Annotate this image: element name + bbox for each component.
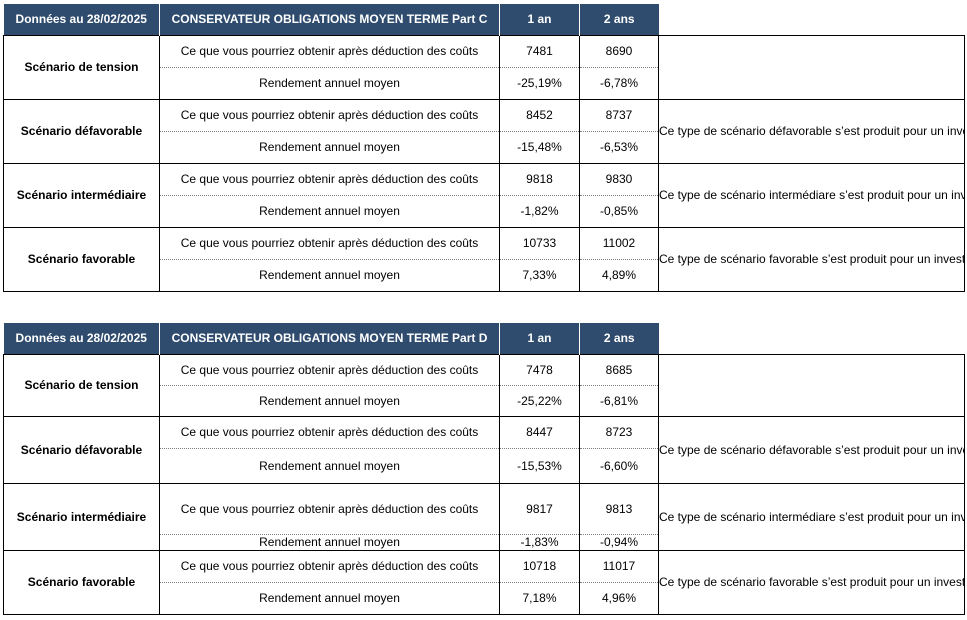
value-2-ans: 4,89% xyxy=(579,259,659,292)
scenario-description: Ce type de scénario favorable s’est prod… xyxy=(658,227,965,292)
table-header-row: Données au 28/02/2025 CONSERVATEUR OBLIG… xyxy=(3,323,965,354)
table-row: Rendement annuel moyen -15,48% -6,53% xyxy=(4,131,965,164)
table-header-row: Données au 28/02/2025 CONSERVATEUR OBLIG… xyxy=(3,4,965,35)
scenario-name: Scénario favorable xyxy=(3,550,160,615)
row-label-cost: Ce que vous pourriez obtenir après déduc… xyxy=(159,227,500,260)
value-2-ans: -6,78% xyxy=(579,67,659,100)
header-fund-name: CONSERVATEUR OBLIGATIONS MOYEN TERME Par… xyxy=(159,4,500,35)
row-label-return: Rendement annuel moyen xyxy=(159,385,500,417)
performance-table-part-d: Données au 28/02/2025 CONSERVATEUR OBLIG… xyxy=(3,323,965,615)
header-1-an: 1 an xyxy=(499,323,580,354)
value-2-ans: -0,85% xyxy=(579,195,659,228)
value-1-an: 9817 xyxy=(499,483,580,535)
value-2-ans: 9830 xyxy=(579,163,659,196)
value-2-ans: 8690 xyxy=(579,34,659,68)
value-1-an: 7481 xyxy=(499,34,580,68)
header-2-ans: 2 ans xyxy=(579,323,659,354)
table-row: Rendement annuel moyen 7,18% 4,96% xyxy=(4,582,965,615)
row-label-cost: Ce que vous pourriez obtenir après déduc… xyxy=(159,550,500,583)
value-1-an: 7,33% xyxy=(499,259,580,292)
table-row: Rendement annuel moyen -25,19% -6,78% xyxy=(4,67,965,100)
scenario-name: Scénario de tension xyxy=(3,34,160,100)
value-2-ans: 11002 xyxy=(579,227,659,260)
value-1-an: 10733 xyxy=(499,227,580,260)
header-fund-name: CONSERVATEUR OBLIGATIONS MOYEN TERME Par… xyxy=(159,323,500,354)
value-2-ans: 4,96% xyxy=(579,582,659,615)
table-row: Rendement annuel moyen 7,33% 4,89% xyxy=(4,259,965,292)
value-2-ans: -6,53% xyxy=(579,131,659,164)
scenario-description xyxy=(658,353,965,417)
scenario-name: Scénario de tension xyxy=(3,353,160,417)
scenario-name: Scénario intermédiaire xyxy=(3,163,160,228)
row-label-return: Rendement annuel moyen xyxy=(159,534,500,551)
row-label-cost: Ce que vous pourriez obtenir après déduc… xyxy=(159,99,500,132)
table-row: Scénario défavorable Ce que vous pourrie… xyxy=(3,416,965,484)
row-label-return: Rendement annuel moyen xyxy=(159,259,500,292)
scenario-name: Scénario défavorable xyxy=(3,416,160,484)
table-row: Rendement annuel moyen -25,22% -6,81% xyxy=(4,385,965,417)
scenario-name: Scénario favorable xyxy=(3,227,160,292)
value-2-ans: -0,94% xyxy=(579,534,659,551)
table-row: Rendement annuel moyen -1,82% -0,85% xyxy=(4,195,965,228)
table-row: Scénario de tension Ce que vous pourriez… xyxy=(3,353,965,417)
value-1-an: 8452 xyxy=(499,99,580,132)
value-2-ans: 8685 xyxy=(579,353,659,386)
scenario-description: Ce type de scénario favorable s’est prod… xyxy=(658,550,965,615)
scenario-description: Ce type de scénario intermédiare s’est p… xyxy=(658,483,965,551)
row-label-return: Rendement annuel moyen xyxy=(159,131,500,164)
header-2-ans: 2 ans xyxy=(579,4,659,35)
value-1-an: -1,83% xyxy=(499,534,580,551)
row-label-cost: Ce que vous pourriez obtenir après déduc… xyxy=(159,353,500,386)
value-1-an: 7478 xyxy=(499,353,580,386)
header-date: Données au 28/02/2025 xyxy=(3,4,160,35)
row-label-cost: Ce que vous pourriez obtenir après déduc… xyxy=(159,34,500,68)
table-row: Scénario défavorable Ce que vous pourrie… xyxy=(3,99,965,164)
value-1-an: 8447 xyxy=(499,416,580,449)
scenario-name: Scénario défavorable xyxy=(3,99,160,164)
row-label-return: Rendement annuel moyen xyxy=(159,67,500,100)
header-date: Données au 28/02/2025 xyxy=(3,323,160,354)
table-row: Scénario intermédiaire Ce que vous pourr… xyxy=(3,163,965,228)
table-row: Scénario intermédiaire Ce que vous pourr… xyxy=(3,483,965,551)
table-row: Rendement annuel moyen -1,83% -0,94% xyxy=(4,534,965,551)
table-row: Scénario favorable Ce que vous pourriez … xyxy=(3,550,965,615)
table-row: Scénario favorable Ce que vous pourriez … xyxy=(3,227,965,292)
value-1-an: -1,82% xyxy=(499,195,580,228)
scenario-name: Scénario intermédiaire xyxy=(3,483,160,551)
value-1-an: 7,18% xyxy=(499,582,580,615)
scenario-description: Ce type de scénario défavorable s’est pr… xyxy=(658,416,965,484)
value-1-an: -25,22% xyxy=(499,385,580,417)
value-1-an: -15,48% xyxy=(499,131,580,164)
scenario-description: Ce type de scénario intermédiare s’est p… xyxy=(658,163,965,228)
value-2-ans: -6,60% xyxy=(579,448,659,484)
value-2-ans: 9813 xyxy=(579,483,659,535)
value-2-ans: -6,81% xyxy=(579,385,659,417)
value-1-an: -15,53% xyxy=(499,448,580,484)
row-label-cost: Ce que vous pourriez obtenir après déduc… xyxy=(159,416,500,449)
row-label-cost: Ce que vous pourriez obtenir après déduc… xyxy=(159,163,500,196)
value-1-an: 10718 xyxy=(499,550,580,583)
header-1-an: 1 an xyxy=(499,4,580,35)
row-label-return: Rendement annuel moyen xyxy=(159,195,500,228)
header-blank xyxy=(658,4,965,35)
table-row: Scénario de tension Ce que vous pourriez… xyxy=(3,34,965,100)
row-label-cost: Ce que vous pourriez obtenir après déduc… xyxy=(159,483,500,535)
row-label-return: Rendement annuel moyen xyxy=(159,582,500,615)
value-2-ans: 8737 xyxy=(579,99,659,132)
row-label-return: Rendement annuel moyen xyxy=(159,448,500,484)
value-1-an: 9818 xyxy=(499,163,580,196)
scenario-description xyxy=(658,34,965,100)
value-1-an: -25,19% xyxy=(499,67,580,100)
value-2-ans: 8723 xyxy=(579,416,659,449)
value-2-ans: 11017 xyxy=(579,550,659,583)
header-blank xyxy=(658,323,965,354)
scenario-description: Ce type de scénario défavorable s’est pr… xyxy=(658,99,965,164)
performance-table-part-c: Données au 28/02/2025 CONSERVATEUR OBLIG… xyxy=(3,4,965,292)
table-row: Rendement annuel moyen -15,53% -6,60% xyxy=(4,448,965,484)
